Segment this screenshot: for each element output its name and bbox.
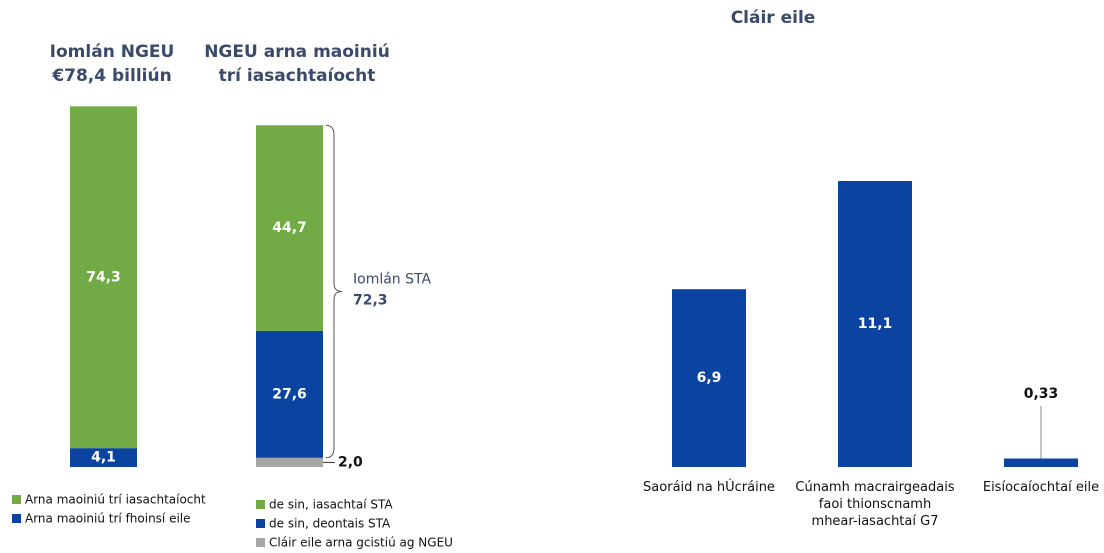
bar bbox=[838, 181, 912, 467]
value-label: 4,1 bbox=[91, 450, 116, 466]
bar bbox=[672, 289, 746, 467]
legend-label: Arna maoiniú trí iasachtaíocht bbox=[25, 493, 206, 507]
chart-title: €78,4 billiún bbox=[51, 66, 171, 86]
bar-segment bbox=[256, 330, 323, 458]
value-label: 0,33 bbox=[1024, 386, 1059, 402]
value-label: 44,7 bbox=[272, 220, 307, 236]
legend-swatch bbox=[256, 519, 265, 528]
legend-label: Arna maoiniú trí fhoinsí eile bbox=[25, 512, 191, 526]
legend-swatch bbox=[12, 495, 21, 504]
value-label: 27,6 bbox=[272, 386, 307, 402]
value-label: 74,3 bbox=[86, 269, 121, 285]
value-label: 6,9 bbox=[697, 370, 722, 386]
legend-label: de sin, iasachtaí STA bbox=[269, 498, 393, 512]
legend-swatch bbox=[12, 514, 21, 523]
bar-segment bbox=[256, 457, 323, 467]
legend-swatch bbox=[256, 500, 265, 509]
legend-label: de sin, deontais STA bbox=[269, 517, 391, 531]
bar-segment bbox=[70, 448, 137, 467]
chart-title: Iomlán NGEU bbox=[50, 42, 175, 62]
brace-label: Iomlán STA bbox=[353, 272, 431, 288]
category-label: Cúnamh macrairgeadais faoi thionscnamh m… bbox=[795, 480, 955, 529]
category-label: Eisíocaíochtaí eile bbox=[982, 480, 1100, 495]
brace bbox=[325, 124, 343, 459]
brace-value: 72,3 bbox=[353, 293, 388, 309]
chart-title: NGEU arna maoiniú bbox=[204, 42, 390, 62]
bar bbox=[1004, 458, 1078, 467]
legend-label: Cláir eile arna gcistiú ag NGEU bbox=[269, 536, 453, 550]
value-label: 11,1 bbox=[858, 316, 893, 332]
bar-segment bbox=[256, 125, 323, 331]
legend-swatch bbox=[256, 538, 265, 547]
category-label: Saoráid na hÚcráine bbox=[643, 480, 775, 495]
bar-segment bbox=[70, 106, 137, 449]
value-label: 2,0 bbox=[338, 454, 363, 470]
chart-title: trí iasachtaíocht bbox=[219, 66, 376, 86]
chart-title: Cláir eile bbox=[731, 8, 816, 28]
